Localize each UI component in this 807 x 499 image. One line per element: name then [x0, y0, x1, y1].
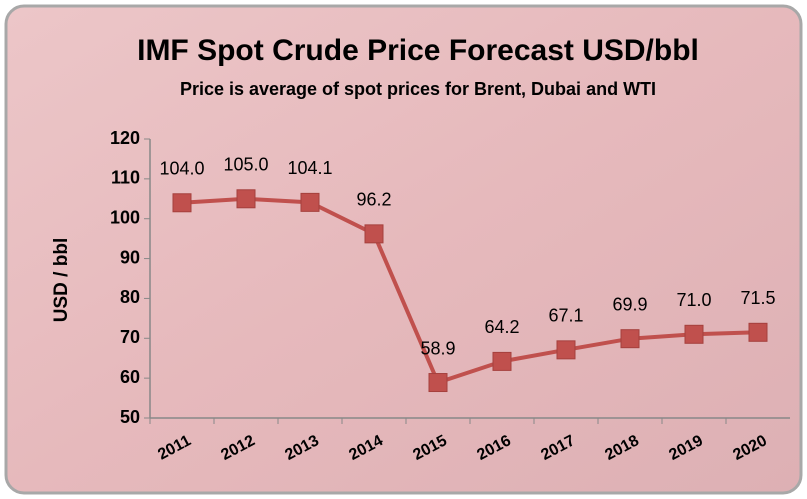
chart-title: IMF Spot Crude Price Forecast USD/bbl [137, 34, 699, 67]
data-label: 64.2 [484, 317, 519, 337]
data-label: 96.2 [356, 190, 391, 210]
data-label: 58.9 [420, 338, 455, 358]
chart-subtitle: Price is average of spot prices for Bren… [180, 79, 656, 99]
data-point [492, 351, 512, 371]
y-tick-label: 80 [120, 287, 140, 307]
y-tick-label: 120 [110, 128, 140, 148]
data-label: 104.0 [159, 159, 204, 179]
data-label: 105.0 [223, 155, 268, 175]
y-tick-label: 70 [120, 327, 140, 347]
data-line [181, 196, 759, 386]
data-point [684, 324, 704, 344]
data-point [428, 373, 448, 393]
data-point [620, 329, 640, 349]
data-point [556, 340, 576, 360]
data-label: 104.1 [287, 158, 332, 178]
chart-background [4, 4, 803, 495]
y-tick-label: 60 [120, 367, 140, 387]
y-tick-label: 110 [111, 168, 140, 188]
data-point [236, 189, 256, 209]
y-axis-label: USD / bbl [51, 238, 72, 322]
data-point [172, 193, 192, 213]
data-label: 71.0 [676, 290, 711, 310]
y-tick-label: 50 [120, 407, 140, 427]
y-tick-label: 100 [110, 207, 140, 227]
data-label: 69.9 [612, 294, 647, 314]
data-point [748, 322, 768, 342]
data-point [364, 224, 384, 244]
data-label: 71.5 [740, 288, 775, 308]
data-label: 67.1 [548, 306, 583, 326]
y-tick-label: 90 [120, 247, 140, 267]
data-point [300, 192, 320, 212]
